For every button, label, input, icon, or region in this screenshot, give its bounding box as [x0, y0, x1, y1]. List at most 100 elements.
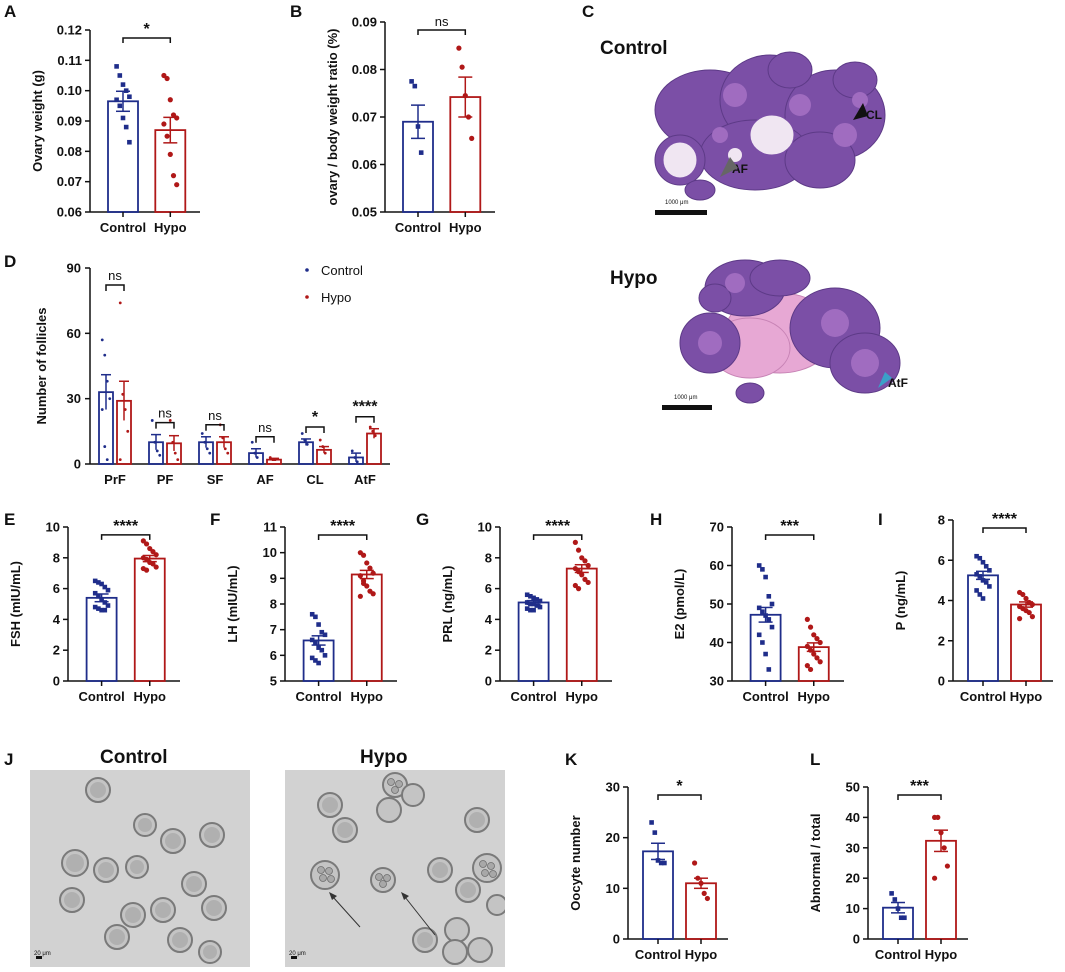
significance-label: **** — [330, 518, 356, 535]
data-point — [528, 601, 533, 607]
significance-label: ns — [108, 268, 122, 283]
y-axis-label: ovary / body weight ratio (%) — [325, 29, 340, 206]
x-tick-label: Control — [635, 947, 681, 962]
data-point — [167, 151, 173, 157]
y-tick-label: 10 — [846, 901, 860, 916]
y-tick-label: 60 — [67, 326, 81, 341]
histology-hypo-title: Hypo — [610, 268, 658, 289]
data-point — [360, 552, 367, 558]
data-point — [704, 895, 711, 902]
x-tick-label: Control — [960, 689, 1006, 704]
y-tick-label: 40 — [846, 810, 860, 825]
y-tick-label: 50 — [710, 597, 724, 612]
data-point — [575, 586, 582, 592]
x-tick-label: Hypo — [925, 947, 958, 962]
y-tick-label: 0 — [53, 674, 60, 689]
data-point — [309, 637, 315, 643]
x-tick-label: Hypo — [566, 689, 599, 704]
data-point — [303, 438, 307, 442]
data-point — [313, 614, 318, 620]
y-tick-label: 20 — [846, 871, 860, 886]
data-point — [415, 124, 421, 129]
y-tick-label: 0.08 — [352, 62, 377, 77]
significance-label: * — [144, 21, 151, 38]
data-point — [579, 572, 585, 578]
data-point — [983, 580, 989, 585]
data-point — [360, 580, 367, 587]
data-point — [811, 651, 817, 657]
significance-bracket — [305, 426, 325, 433]
data-point — [938, 830, 944, 836]
data-point — [167, 97, 173, 103]
bar-hypo — [565, 567, 598, 682]
data-point — [153, 564, 159, 570]
y-tick-label: 4 — [53, 612, 61, 627]
data-point — [974, 572, 979, 577]
data-point — [117, 73, 123, 78]
significance-label: *** — [780, 518, 799, 535]
bar-hypo — [685, 882, 717, 940]
y-tick-label: 0 — [938, 674, 945, 689]
data-point — [572, 582, 578, 589]
data-point — [268, 456, 272, 459]
data-point — [582, 576, 588, 582]
data-point — [255, 456, 259, 459]
data-point — [585, 579, 591, 586]
data-point — [164, 75, 170, 82]
data-point — [977, 574, 983, 579]
data-point — [459, 64, 465, 70]
x-tick-label: Control — [100, 220, 146, 235]
data-point — [99, 607, 104, 613]
y-tick-label: 30 — [846, 840, 860, 855]
y-tick-label: 0.05 — [352, 205, 377, 220]
data-point — [524, 606, 530, 611]
chart-I: 0 2 4 6 8 P (ng/mL) Control Hypo **** — [893, 511, 1053, 704]
y-tick-label: 6 — [938, 553, 945, 568]
data-point — [692, 860, 698, 866]
significance-bracket — [417, 29, 467, 35]
data-point — [174, 115, 180, 121]
data-point — [1029, 614, 1035, 620]
y-axis-label: E2 (pmol/L) — [672, 569, 687, 640]
data-point — [804, 643, 810, 649]
data-point — [371, 429, 375, 433]
panel-letter-H: H — [650, 510, 663, 529]
data-point — [1029, 601, 1035, 608]
x-tick-label: Control — [295, 689, 341, 704]
data-point — [763, 613, 768, 618]
data-point — [123, 124, 129, 130]
y-tick-label: 8 — [270, 597, 277, 612]
y-tick-label: 9 — [270, 571, 277, 586]
panel-letter-K: K — [565, 750, 578, 769]
data-point — [763, 574, 768, 580]
x-tick-label: SF — [207, 472, 224, 487]
legend-marker-hypo — [305, 295, 309, 299]
y-tick-label: 6 — [53, 581, 60, 596]
data-point — [170, 173, 177, 179]
data-point — [105, 458, 109, 462]
data-point — [763, 651, 768, 657]
data-point — [127, 94, 132, 100]
x-tick-label: PrF — [104, 472, 126, 487]
data-point — [534, 597, 540, 602]
oocyte-control-image — [30, 770, 250, 967]
bar-hypo — [133, 557, 166, 682]
data-point — [155, 449, 159, 453]
y-axis-label: P (ng/mL) — [893, 571, 908, 631]
histology-hypo-scale-bar — [662, 405, 712, 410]
data-point — [662, 860, 667, 866]
data-point — [143, 541, 150, 547]
significance-label: **** — [113, 518, 139, 535]
data-point — [208, 451, 212, 455]
data-point — [811, 632, 817, 638]
x-tick-label: Hypo — [134, 689, 167, 704]
significance-bracket — [205, 424, 225, 431]
data-point — [902, 915, 907, 921]
data-point — [105, 603, 111, 608]
significance-label: **** — [992, 511, 1018, 528]
data-point — [807, 666, 814, 673]
data-point — [316, 660, 321, 666]
y-axis-label: PRL (ng/mL) — [440, 565, 455, 642]
data-point — [171, 440, 175, 444]
data-point — [114, 64, 119, 69]
